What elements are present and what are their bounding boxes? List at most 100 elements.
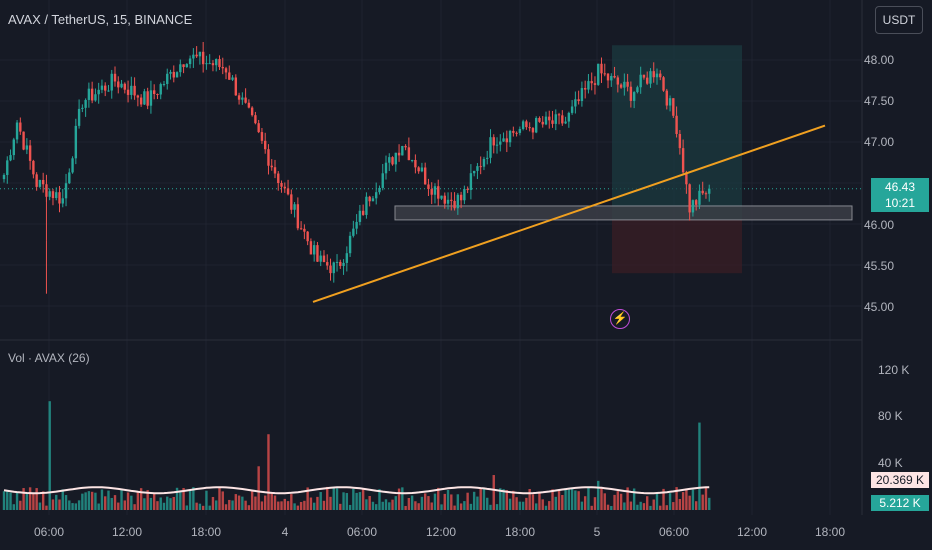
volume-bar <box>443 493 446 510</box>
candle-body <box>525 121 528 128</box>
candle-body <box>286 188 290 195</box>
candle-body <box>691 200 695 213</box>
candle-body <box>649 71 652 84</box>
candle-body <box>417 167 420 172</box>
volume-bar <box>237 495 241 510</box>
trendline <box>312 124 826 303</box>
volume-bar <box>371 501 375 510</box>
volume-bar <box>361 488 365 510</box>
candle-body <box>632 92 636 101</box>
volume-bar <box>358 492 362 510</box>
candle-body <box>629 86 633 101</box>
candle-body <box>694 200 698 205</box>
candle-body <box>502 138 505 142</box>
price-tick: 48.00 <box>864 53 895 67</box>
candle-body <box>175 72 179 78</box>
price-tick: 46.00 <box>864 218 895 232</box>
candle-body <box>228 72 231 80</box>
volume-bar <box>283 498 286 510</box>
candle-body <box>19 122 22 132</box>
volume-bar <box>250 491 254 510</box>
volume-bar <box>2 491 6 510</box>
candle-body <box>352 228 355 236</box>
candle-body <box>538 117 541 122</box>
volume-bar <box>704 486 708 510</box>
volume-bar <box>332 487 335 510</box>
candle-body <box>113 73 117 82</box>
volume-bar <box>166 496 169 510</box>
volume-bar <box>55 494 58 510</box>
last-price-badge: 46.43 10:21 <box>871 178 929 212</box>
volume-bar <box>662 488 665 510</box>
candle-body <box>414 159 417 168</box>
symbol-title[interactable]: AVAX / TetherUS, 15, BINANCE <box>8 12 193 27</box>
currency-button[interactable]: USDT <box>875 6 923 34</box>
volume-bar <box>48 401 51 510</box>
candle-body <box>580 88 584 102</box>
volume-bar <box>195 502 198 510</box>
volume-tick: 120 K <box>878 363 910 377</box>
volume-tick: 80 K <box>878 409 903 423</box>
volume-bar <box>440 504 443 510</box>
candle-body <box>665 90 668 106</box>
volume-bar <box>260 501 264 510</box>
candle-body <box>156 94 159 96</box>
candle-body <box>224 68 228 73</box>
volume-indicator-title[interactable]: Vol · AVAX (26) <box>8 351 90 365</box>
candle-body <box>675 115 678 134</box>
candle-body <box>293 204 296 210</box>
candle-body <box>61 198 64 204</box>
volume-bar <box>388 502 391 510</box>
candle-body <box>570 106 574 113</box>
candle-body <box>172 71 175 78</box>
candle-body <box>280 183 283 187</box>
volume-bar <box>162 502 166 510</box>
candle-body <box>6 160 9 175</box>
candle-body <box>486 157 489 159</box>
volume-bar <box>192 487 195 510</box>
candle-body <box>257 123 260 133</box>
volume-bar <box>208 505 211 510</box>
volume-bar <box>35 488 38 510</box>
volume-bar <box>378 489 381 510</box>
volume-bar <box>694 501 698 510</box>
candle-body <box>515 132 518 134</box>
volume-bar <box>77 500 81 510</box>
lightning-bolt-icon[interactable]: ⚡ <box>610 309 630 329</box>
volume-bar <box>25 493 29 510</box>
volume-bar <box>143 498 146 510</box>
candle-body <box>681 148 685 173</box>
candle-body <box>117 81 120 88</box>
volume-bar <box>22 488 25 510</box>
volume-bar <box>404 505 407 510</box>
volume-bar <box>365 499 368 510</box>
candle-body <box>205 63 208 65</box>
candle-body <box>358 210 362 222</box>
candle-body <box>123 83 127 90</box>
volume-bar <box>469 503 473 510</box>
volume-bar <box>541 499 544 510</box>
candle-body <box>655 73 659 78</box>
volume-bar <box>561 495 564 510</box>
time-tick: 12:00 <box>736 525 768 539</box>
candle-body <box>590 81 593 84</box>
volume-bar <box>277 501 280 510</box>
volume-bar <box>685 488 688 510</box>
volume-tick: 40 K <box>878 456 903 470</box>
volume-bar <box>492 475 495 510</box>
candle-body <box>606 73 610 81</box>
candle-body <box>48 191 51 197</box>
volume-bar <box>430 502 433 510</box>
volume-bar <box>352 488 355 510</box>
candle-body <box>642 74 646 78</box>
candle-body <box>182 64 185 68</box>
volume-bar <box>322 500 326 510</box>
volume-bar <box>136 490 140 510</box>
volume-bar <box>463 501 466 510</box>
volume-bar <box>110 497 113 510</box>
volume-bar <box>149 497 153 510</box>
volume-bar <box>299 501 303 510</box>
candle-body <box>179 64 182 73</box>
volume-bar <box>420 496 424 510</box>
